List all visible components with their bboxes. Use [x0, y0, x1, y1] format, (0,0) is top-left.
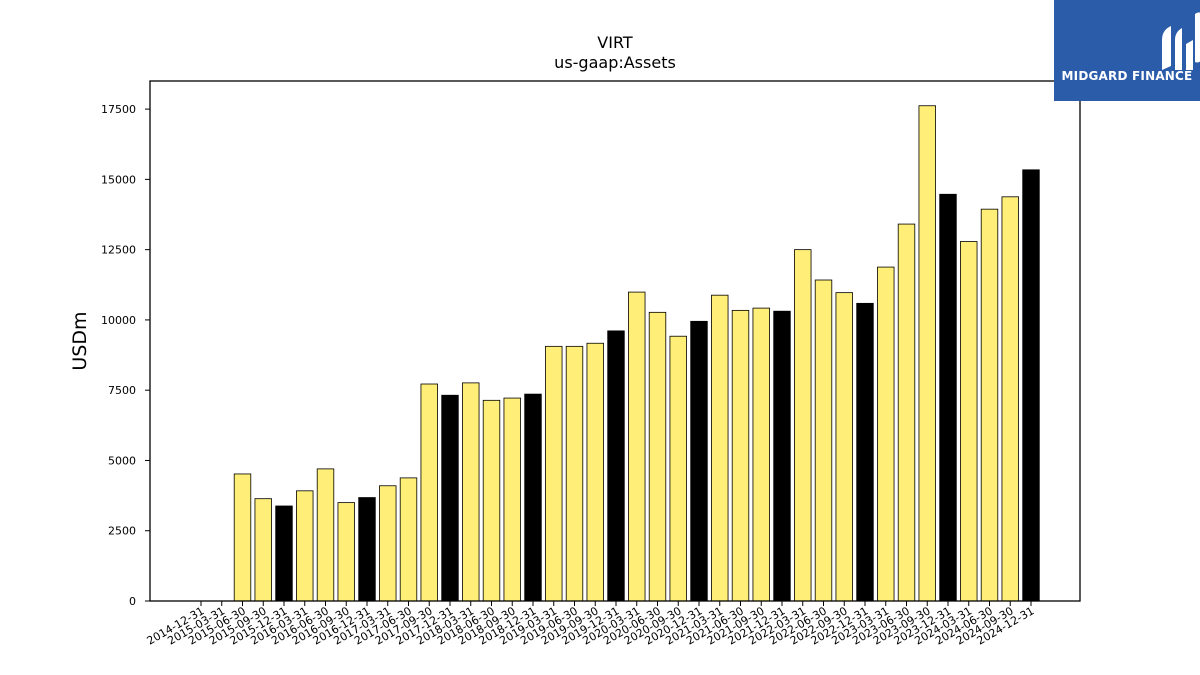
bar-2022-12-31 [856, 302, 874, 602]
x-ticks-group: 2014-12-312015-03-312015-06-302015-09-30… [145, 601, 1037, 648]
bar-2020-06-30 [648, 311, 667, 602]
chart-title: VIRT [597, 33, 633, 52]
bar-2017-09-30 [420, 383, 438, 602]
bar-2019-12-31 [607, 330, 625, 602]
bar-2023-12-31 [939, 193, 957, 602]
bar-2021-03-31 [711, 294, 729, 602]
y-tick-label: 0 [129, 595, 136, 608]
midgard-logo-icon [1162, 12, 1200, 70]
bar-2015-06-30 [233, 473, 252, 602]
y-axis-label: USDm [69, 311, 91, 370]
y-ticks-group: 0 2500 5000 7500 10000 12500 15000 17500 [101, 103, 150, 608]
plot-frame [149, 80, 1081, 602]
y-tick-label: 2500 [108, 525, 136, 538]
logo-text: MIDGARD FINANCE [1061, 69, 1193, 83]
bar-2017-06-30 [399, 477, 418, 602]
y-tick-label: 12500 [101, 244, 136, 257]
bar-2024-09-30 [1001, 196, 1019, 602]
y-tick-label: 15000 [101, 173, 136, 186]
bar-2015-09-30 [254, 498, 272, 602]
bar-2015-12-31 [275, 505, 293, 602]
bar-2023-09-30 [918, 105, 936, 602]
bar-2021-12-31 [773, 310, 791, 602]
bar-2018-12-31 [524, 393, 542, 602]
chart-subtitle: us-gaap:Assets [554, 53, 676, 72]
y-tick-label: 7500 [108, 384, 136, 397]
y-tick-label: 17500 [101, 103, 136, 116]
midgard-finance-logo: MIDGARD FINANCE [1054, 0, 1200, 101]
bar-2016-12-31 [358, 497, 376, 602]
bar-2022-09-30 [835, 292, 853, 602]
bar-2020-12-31 [690, 320, 708, 602]
bar-2016-06-30 [316, 468, 335, 602]
bar-2016-03-31 [296, 490, 314, 602]
bar-2016-09-30 [337, 502, 355, 602]
bar-2018-09-30 [503, 397, 521, 602]
bar-2020-03-31 [628, 291, 646, 602]
bar-2024-12-31 [1022, 169, 1040, 602]
y-tick-label: 10000 [101, 314, 136, 327]
bar-2024-03-31 [960, 241, 978, 602]
bar-2017-12-31 [441, 394, 459, 602]
bar-2021-09-30 [752, 307, 770, 602]
bar-2022-06-30 [814, 279, 833, 602]
bar-2017-03-31 [379, 485, 397, 602]
y-tick-label: 5000 [108, 454, 136, 467]
bar-2023-03-31 [877, 266, 895, 602]
bar-2019-06-30 [565, 345, 584, 602]
bar-2024-06-30 [980, 208, 999, 602]
bar-2020-09-30 [669, 335, 687, 602]
bar-2023-06-30 [897, 223, 916, 602]
bar-2019-09-30 [586, 342, 604, 602]
bar-2021-06-30 [731, 309, 750, 602]
bars-group [233, 105, 1040, 602]
bar-2019-03-31 [545, 345, 563, 602]
bar-2022-03-31 [794, 249, 812, 602]
bar-2018-06-30 [482, 399, 501, 602]
bar-2018-03-31 [462, 382, 480, 602]
